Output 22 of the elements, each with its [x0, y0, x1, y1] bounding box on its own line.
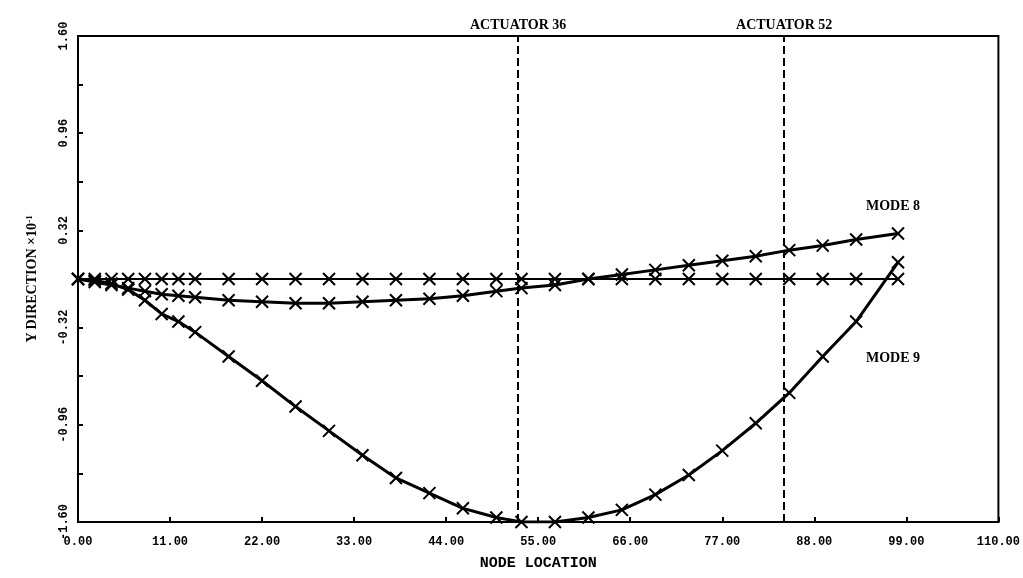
x-axis-title: NODE LOCATION: [479, 555, 597, 572]
y-tick-label: -0.32: [57, 309, 71, 346]
y-tick-label: -0.96: [57, 406, 71, 443]
x-tick-label: 0.00: [63, 535, 93, 549]
x-tick-label: 44.00: [428, 535, 465, 549]
x-tick-label: 88.00: [796, 535, 833, 549]
y-tick-label: 0.96: [57, 118, 71, 148]
x-tick-label: 77.00: [704, 535, 741, 549]
x-tick-label: 11.00: [152, 535, 189, 549]
ref-line-label: ACTUATOR 36: [469, 16, 567, 32]
x-tick-label: 55.00: [520, 535, 557, 549]
x-tick-label: 22.00: [244, 535, 281, 549]
x-tick-label: 99.00: [888, 535, 925, 549]
y-axis-title: Y DIRECTION ×10-1: [23, 214, 39, 343]
series-label: MODE 9: [865, 349, 921, 365]
y-tick-label: 1.60: [57, 21, 71, 51]
x-tick-label: 33.00: [336, 535, 373, 549]
series-label: MODE 8: [865, 197, 921, 213]
y-tick-label: 0.32: [57, 215, 71, 245]
x-tick-label: 110.00: [976, 535, 1021, 549]
x-tick-label: 66.00: [612, 535, 649, 549]
ref-line-label: ACTUATOR 52: [736, 16, 833, 32]
